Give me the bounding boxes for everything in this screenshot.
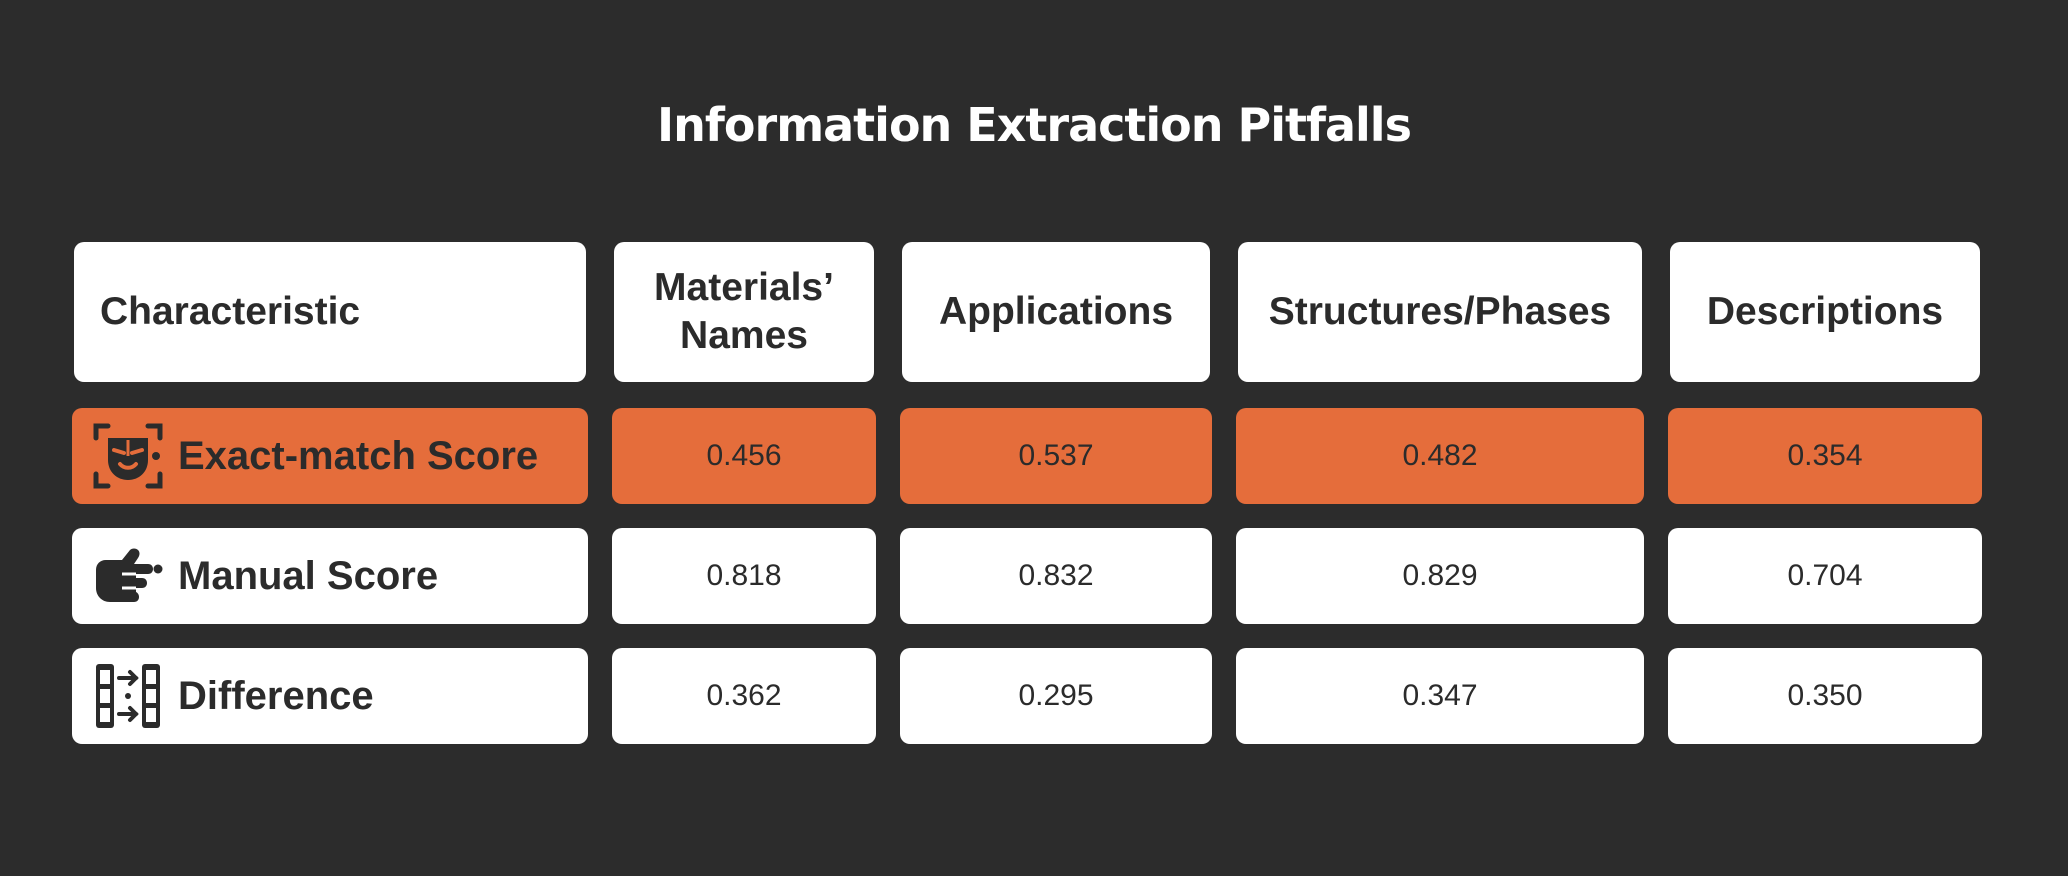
column-header-characteristic: Characteristic xyxy=(74,242,586,382)
row-label-text: Manual Score xyxy=(178,553,439,598)
row-label-manual-score: Manual Score xyxy=(72,528,588,624)
column-header-structures-phases: Structures/Phases xyxy=(1238,242,1642,382)
data-value: 0.818 xyxy=(706,559,782,592)
data-cell: 0.818 xyxy=(612,528,876,624)
data-cell: 0.537 xyxy=(900,408,1212,504)
data-value: 0.362 xyxy=(706,679,782,712)
row-label-text: Difference xyxy=(178,673,374,718)
data-cell: 0.362 xyxy=(612,648,876,744)
data-cell: 0.829 xyxy=(1236,528,1644,624)
data-value: 0.832 xyxy=(1018,559,1094,592)
column-header-applications: Applications xyxy=(902,242,1210,382)
data-cell: 0.482 xyxy=(1236,408,1644,504)
column-header-label: Descriptions xyxy=(1706,290,1944,333)
face-scan-icon xyxy=(93,423,163,489)
data-cell: 0.832 xyxy=(900,528,1212,624)
data-cell: 0.456 xyxy=(612,408,876,504)
data-value: 0.537 xyxy=(1018,439,1094,472)
data-cell: 0.295 xyxy=(900,648,1212,744)
compare-columns-icon xyxy=(96,664,160,728)
data-value: 0.347 xyxy=(1402,679,1478,712)
data-cell: 0.354 xyxy=(1668,408,1982,504)
data-value: 0.350 xyxy=(1787,679,1863,712)
column-header-descriptions: Descriptions xyxy=(1670,242,1980,382)
column-header-label: Materials’ Names xyxy=(654,266,834,357)
row-label-text: Exact-match Score xyxy=(178,433,539,478)
data-cell: 0.350 xyxy=(1668,648,1982,744)
data-value: 0.829 xyxy=(1402,559,1478,592)
data-value: 0.456 xyxy=(706,439,782,472)
column-header-label: Characteristic xyxy=(100,290,361,333)
row-label-exact-match-score: Exact-match Score xyxy=(72,408,588,504)
chart-title: Information Extraction Pitfalls xyxy=(657,98,1412,152)
data-value: 0.704 xyxy=(1787,559,1863,592)
data-cell: 0.704 xyxy=(1668,528,1982,624)
hand-pointing-icon xyxy=(96,548,163,602)
data-value: 0.354 xyxy=(1787,439,1863,472)
data-cell: 0.347 xyxy=(1236,648,1644,744)
data-value: 0.482 xyxy=(1402,439,1478,472)
row-label-difference: Difference xyxy=(72,648,588,744)
column-header-label: Applications xyxy=(938,290,1174,333)
column-header-materials-names: Materials’ Names xyxy=(614,242,874,382)
data-value: 0.295 xyxy=(1018,679,1094,712)
column-header-label: Structures/Phases xyxy=(1268,290,1612,333)
